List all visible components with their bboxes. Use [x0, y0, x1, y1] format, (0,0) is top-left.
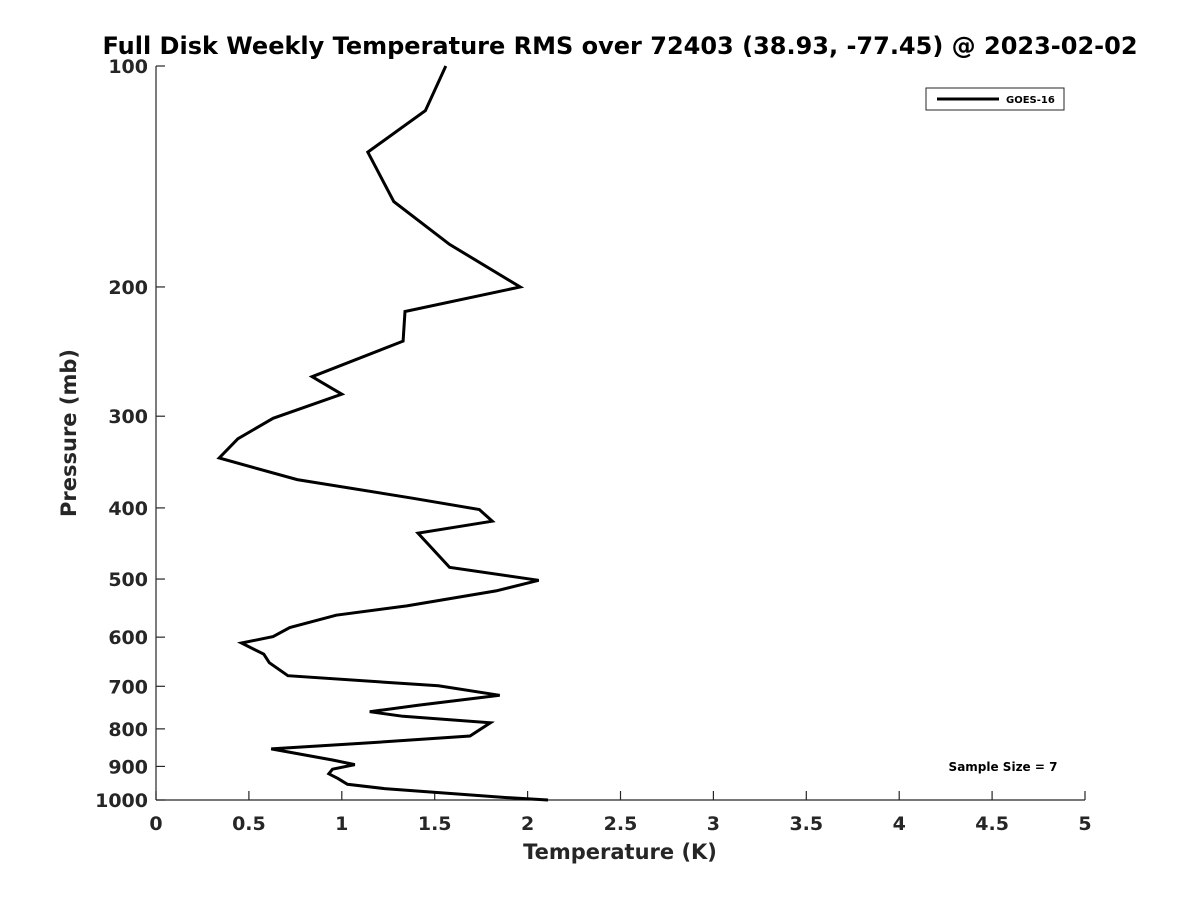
x-tick-label: 1 — [335, 813, 348, 835]
y-tick-label: 100 — [108, 56, 148, 78]
legend-label: GOES-16 — [1006, 95, 1055, 106]
y-tick-label: 600 — [108, 627, 148, 649]
legend: GOES-16 — [925, 87, 1065, 111]
sample-size-annotation: Sample Size = 7 — [949, 760, 1058, 774]
y-tick-label: 700 — [108, 676, 148, 698]
y-axis-ticks: 100 200 300 400 500 600 700 800 900 1000 — [95, 56, 165, 812]
y-tick-label: 500 — [108, 569, 148, 591]
y-tick-label: 1000 — [95, 790, 148, 812]
x-tick-label: 4.5 — [975, 813, 1009, 835]
x-tick-label: 0.5 — [232, 813, 266, 835]
x-axis-ticks: 0 0.5 1 1.5 2 2.5 3 3.5 4 4.5 5 — [149, 791, 1092, 835]
series-layer — [216, 65, 549, 802]
y-tick-label: 200 — [108, 277, 148, 299]
chart-title: Full Disk Weekly Temperature RMS over 72… — [102, 32, 1137, 60]
x-tick-label: 3.5 — [789, 813, 823, 835]
x-tick-label: 2.5 — [604, 813, 638, 835]
series-line-goes-16 — [216, 65, 549, 802]
y-tick-label: 900 — [108, 756, 148, 778]
y-tick-label: 300 — [108, 406, 148, 428]
y-axis-label: Pressure (mb) — [57, 349, 81, 517]
x-tick-label: 2 — [521, 813, 534, 835]
y-tick-label: 800 — [108, 719, 148, 741]
x-axis-label: Temperature (K) — [523, 840, 717, 864]
x-tick-label: 1.5 — [418, 813, 452, 835]
x-tick-label: 0 — [149, 813, 162, 835]
x-tick-label: 5 — [1078, 813, 1091, 835]
x-tick-label: 3 — [707, 813, 720, 835]
y-tick-label: 400 — [108, 498, 148, 520]
x-tick-label: 4 — [893, 813, 906, 835]
